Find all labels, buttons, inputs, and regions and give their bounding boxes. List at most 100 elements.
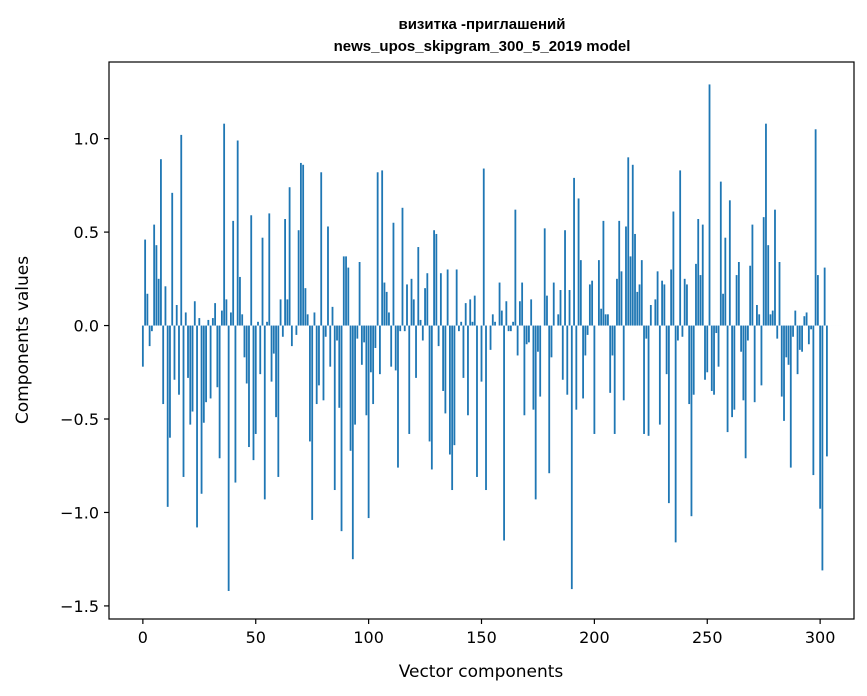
bar-152 <box>485 325 487 491</box>
bar-23 <box>193 301 196 326</box>
bar-58 <box>272 325 275 354</box>
bar-64 <box>286 299 289 326</box>
bar-86 <box>336 325 338 341</box>
bar-284 <box>783 325 785 421</box>
y-tick-label: 0.5 <box>74 223 99 242</box>
bar-65 <box>288 187 291 326</box>
bar-137 <box>451 325 454 491</box>
x-axis-ticks: 0 50 100 150 200 250 300 <box>138 619 835 647</box>
bar-288 <box>792 325 794 337</box>
bar-19 <box>184 312 187 326</box>
bar-163 <box>509 325 512 332</box>
bar-229 <box>658 325 661 425</box>
bar-246 <box>697 219 700 326</box>
bar-46 <box>245 325 248 384</box>
bar-1 <box>144 239 147 326</box>
bar-173 <box>532 325 535 410</box>
bar-83 <box>329 325 332 367</box>
bar-262 <box>733 325 736 410</box>
bar-30 <box>209 325 212 399</box>
bar-9 <box>162 325 165 405</box>
bar-96 <box>358 262 361 326</box>
bar-285 <box>785 325 788 358</box>
bar-250 <box>706 325 709 373</box>
bar-61 <box>279 299 282 326</box>
bar-140 <box>458 325 460 332</box>
bar-212 <box>620 271 623 326</box>
bar-150 <box>480 325 483 382</box>
bar-34 <box>218 325 221 459</box>
bar-99 <box>365 325 368 416</box>
bar-155 <box>491 314 494 326</box>
x-tick-label: 250 <box>692 628 723 647</box>
bar-265 <box>740 325 743 352</box>
bar-218 <box>634 233 636 326</box>
bar-77 <box>315 325 318 405</box>
bar-93 <box>351 325 354 560</box>
bar-68 <box>295 325 298 335</box>
bar-257 <box>722 293 724 326</box>
bar-253 <box>713 325 715 395</box>
bar-57 <box>270 325 273 382</box>
bar-4 <box>150 325 153 332</box>
x-tick-label: 0 <box>138 628 148 647</box>
bar-299 <box>816 275 819 326</box>
bar-32 <box>214 303 217 326</box>
bar-39 <box>230 312 232 326</box>
bar-59 <box>275 325 277 418</box>
bar-111 <box>392 222 395 326</box>
bar-60 <box>277 325 280 477</box>
bar-303 <box>826 325 828 457</box>
bar-233 <box>667 325 670 504</box>
bar-258 <box>724 237 727 326</box>
bar-80 <box>322 325 325 401</box>
bar-268 <box>746 325 749 341</box>
bar-70 <box>299 162 302 326</box>
bar-210 <box>616 278 618 326</box>
bar-198 <box>588 284 591 326</box>
bar-259 <box>726 325 729 433</box>
bar-139 <box>455 269 458 326</box>
bar-79 <box>320 172 323 326</box>
bar-91 <box>347 267 350 326</box>
bar-292 <box>801 325 803 352</box>
bar-33 <box>216 325 219 388</box>
bar-202 <box>597 260 600 326</box>
bar-0 <box>141 325 144 367</box>
bar-97 <box>360 325 363 365</box>
bar-41 <box>234 325 237 483</box>
bar-84 <box>331 306 334 326</box>
bar-244 <box>692 325 695 395</box>
bar-252 <box>710 325 713 391</box>
bar-162 <box>507 325 510 332</box>
bar-109 <box>388 312 390 326</box>
x-tick-label: 150 <box>466 628 497 647</box>
bar-103 <box>374 325 377 348</box>
bar-223 <box>645 325 648 339</box>
bar-203 <box>600 308 603 326</box>
bar-251 <box>708 84 711 326</box>
bar-242 <box>688 325 691 405</box>
bar-256 <box>719 181 722 326</box>
bar-216 <box>629 256 632 326</box>
bar-169 <box>523 325 526 416</box>
bar-221 <box>640 260 643 326</box>
bar-176 <box>539 325 542 397</box>
bar-2 <box>146 293 149 326</box>
bar-181 <box>550 325 553 358</box>
bar-35 <box>220 310 223 326</box>
bar-42 <box>236 140 239 326</box>
bar-279 <box>771 310 774 326</box>
y-tick-label: −1.0 <box>60 503 99 522</box>
bar-191 <box>573 177 575 326</box>
x-tick-label: 200 <box>579 628 610 647</box>
bar-123 <box>419 319 422 326</box>
bar-49 <box>252 325 255 461</box>
bar-220 <box>638 284 641 326</box>
bar-43 <box>239 276 241 326</box>
bar-283 <box>780 325 783 397</box>
bar-190 <box>570 325 573 590</box>
bar-47 <box>248 325 250 448</box>
